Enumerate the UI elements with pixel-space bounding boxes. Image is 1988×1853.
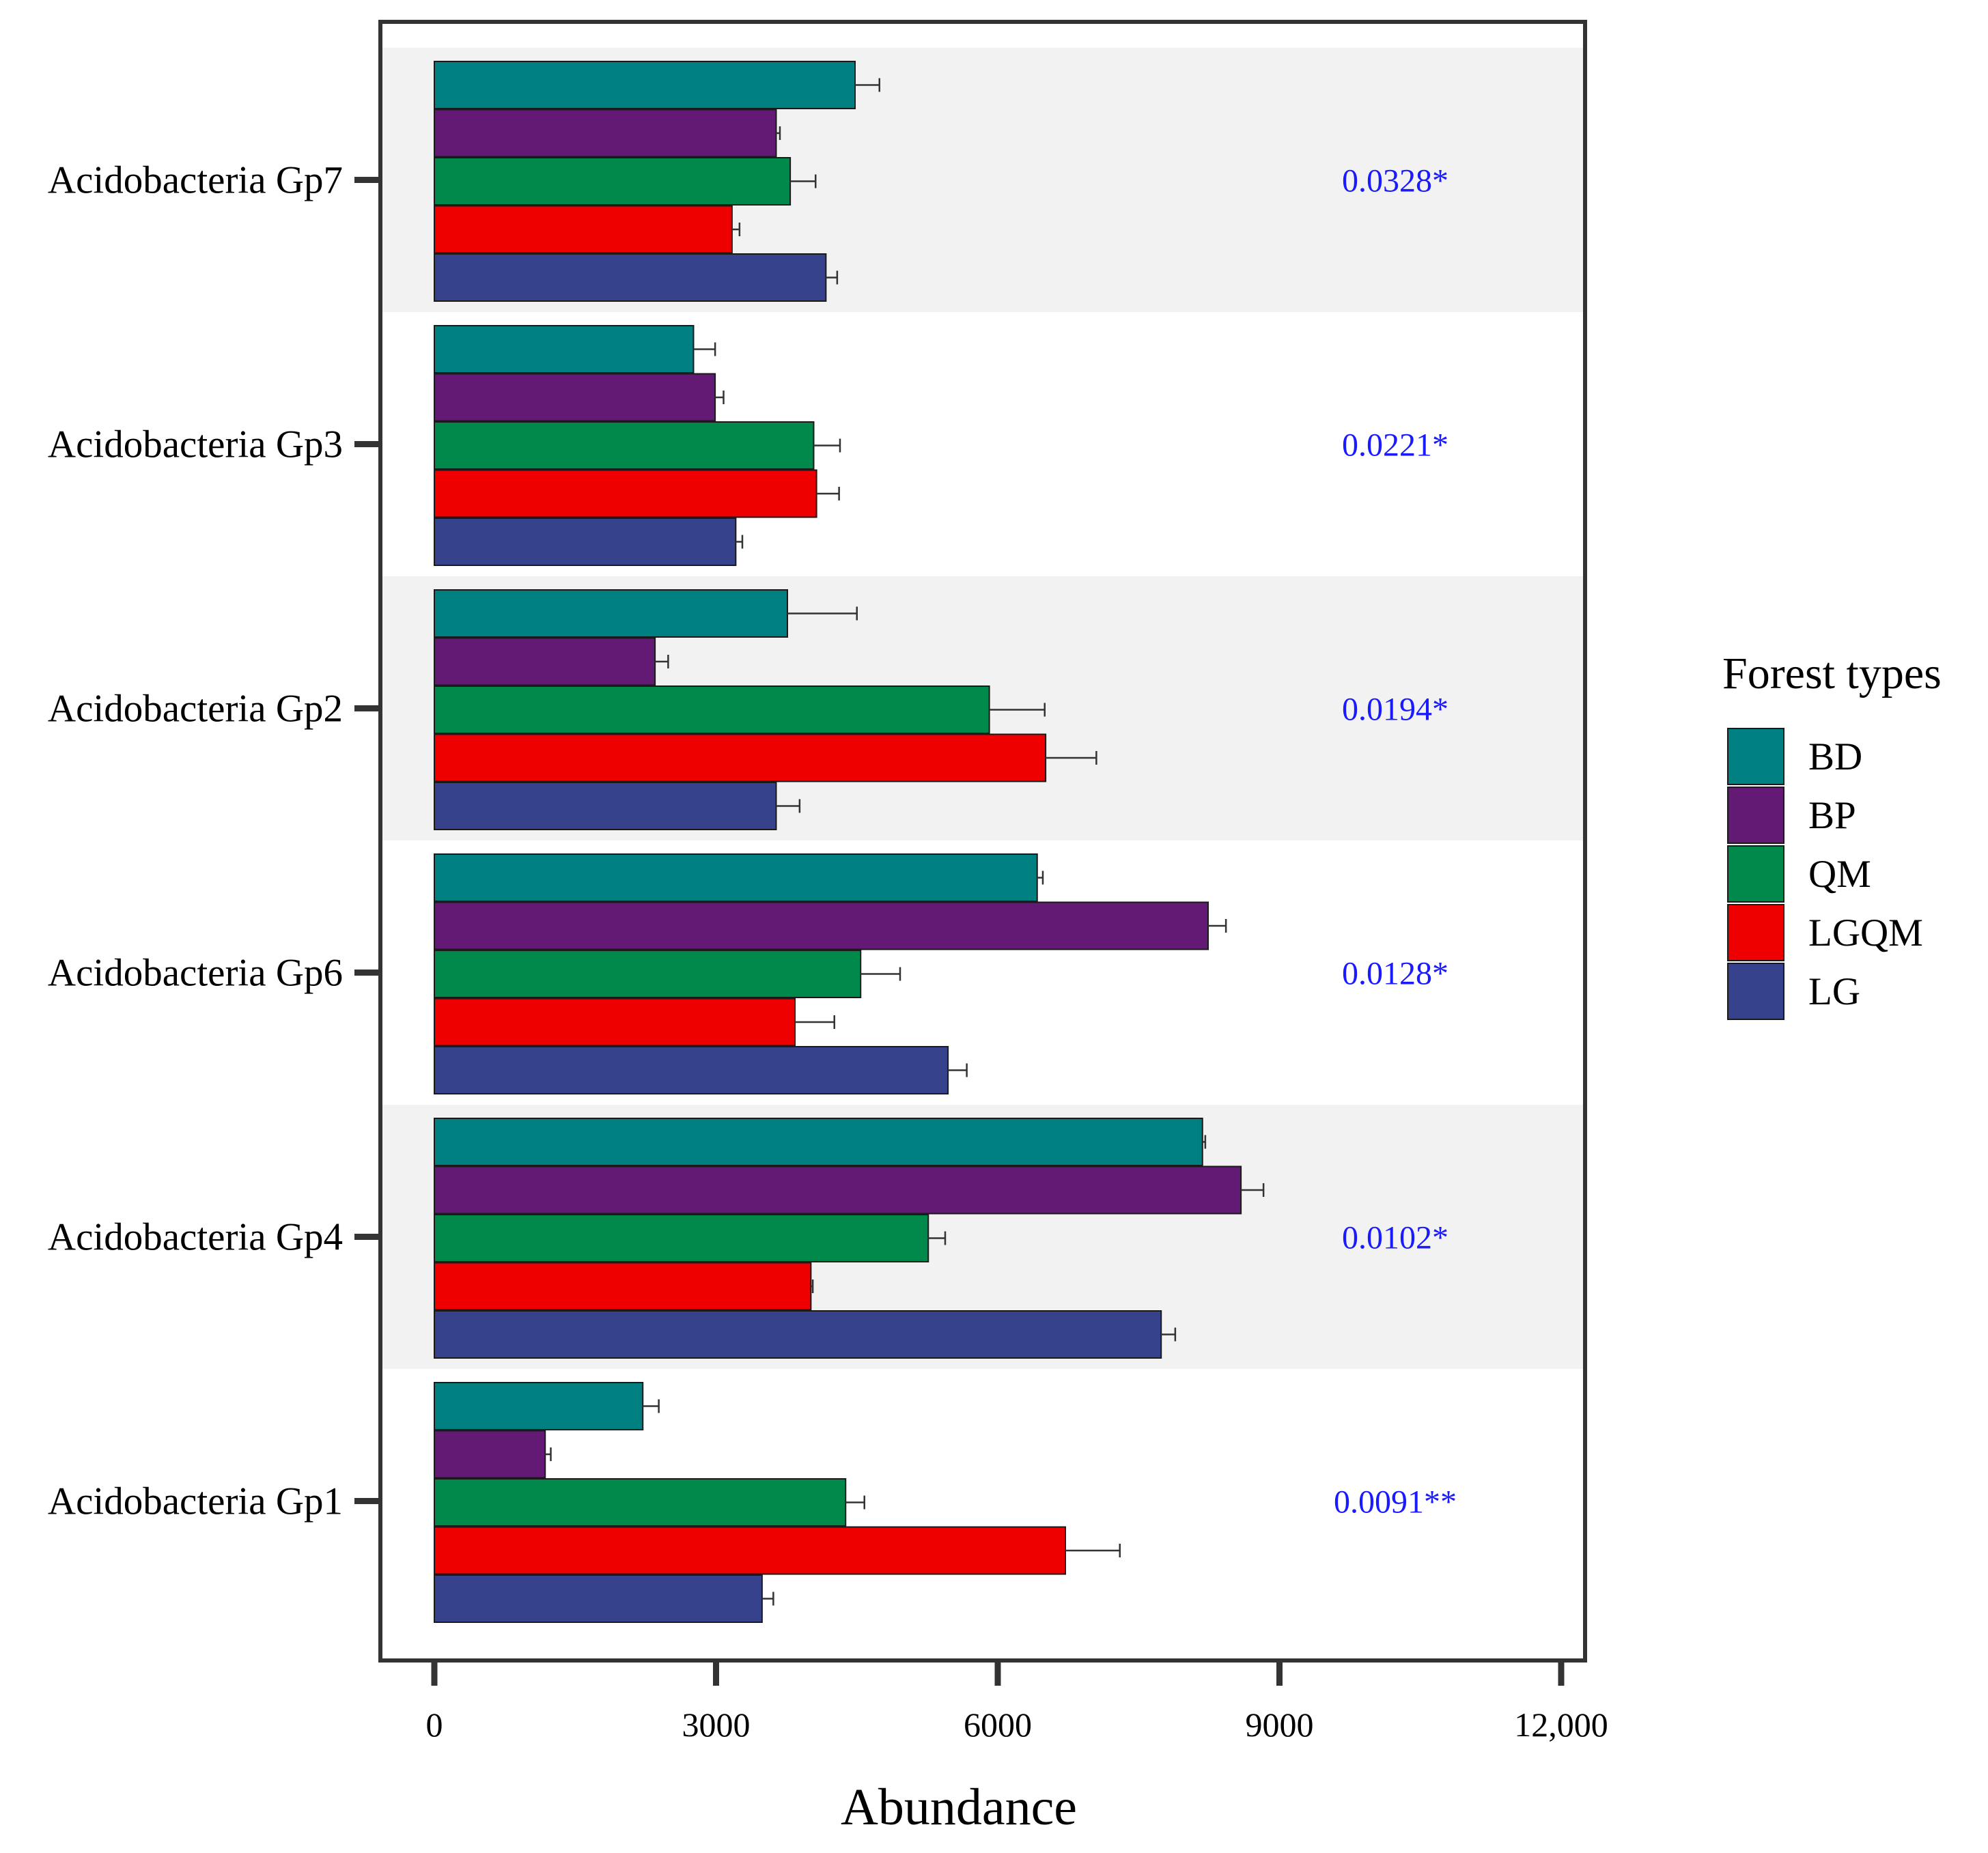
- bar-BP-g1: [434, 109, 777, 158]
- bar-QM-g4: [434, 950, 862, 998]
- y-tick-label-4: Acidobacteria Gp6: [48, 952, 343, 995]
- bar-BP-g4: [434, 901, 1209, 950]
- p-value-labels: 0.0328* 0.0221* 0.0194* 0.0128* 0.0102* 0.009…: [1334, 163, 1457, 1520]
- bar-BP-g6: [434, 1430, 546, 1479]
- bar-LGQM-g5: [434, 1262, 812, 1311]
- legend-title: Forest types: [1722, 649, 1942, 698]
- bar-BD-g2: [434, 325, 695, 373]
- bar-BP-g5: [434, 1165, 1242, 1215]
- bar-LG-g6: [434, 1574, 763, 1623]
- p-value-2: 0.0221*: [1342, 427, 1448, 464]
- x-tick-label-2: 3000: [682, 1706, 751, 1744]
- bar-LGQM-g4: [434, 998, 796, 1047]
- legend-swatch-QM: [1727, 845, 1784, 903]
- legend-label-LGQM: LGQM: [1808, 911, 1923, 954]
- legend-label-BD: BD: [1808, 735, 1862, 778]
- x-tick-label-3: 6000: [964, 1706, 1032, 1744]
- legend-swatch-LGQM: [1727, 904, 1784, 961]
- y-tick-label-5: Acidobacteria Gp4: [48, 1216, 343, 1259]
- legend-swatch-LG: [1727, 963, 1784, 1020]
- x-axis-title: Abundance: [841, 1779, 1077, 1836]
- x-tick-label-5: 12,000: [1514, 1706, 1608, 1744]
- y-tick-label-2: Acidobacteria Gp3: [48, 423, 343, 466]
- bar-LG-g4: [434, 1046, 949, 1094]
- y-tick-label-6: Acidobacteria Gp1: [48, 1480, 343, 1523]
- y-tick-label-3: Acidobacteria Gp2: [48, 688, 343, 731]
- bar-marks: [434, 61, 1265, 1623]
- bar-LG-g5: [434, 1310, 1162, 1359]
- bar-BP-g2: [434, 373, 716, 422]
- legend-label-LG: LG: [1808, 970, 1860, 1013]
- bar-BD-g3: [434, 589, 788, 638]
- bar-LG-g1: [434, 253, 827, 302]
- bar-BD-g5: [434, 1118, 1203, 1166]
- legend: Forest types BD BP QM LGQM LG: [1722, 649, 1942, 1020]
- bar-LGQM-g6: [434, 1526, 1066, 1575]
- bar-LGQM-g2: [434, 469, 817, 518]
- bar-QM-g5: [434, 1214, 929, 1262]
- bar-LG-g3: [434, 782, 777, 830]
- bar-QM-g1: [434, 157, 792, 206]
- bar-QM-g2: [434, 421, 815, 470]
- p-value-6: 0.0091**: [1334, 1484, 1457, 1520]
- legend-label-BP: BP: [1808, 794, 1856, 837]
- x-axis: 0 3000 6000 9000 12,000: [426, 1660, 1608, 1744]
- bar-QM-g3: [434, 685, 990, 734]
- bar-BD-g6: [434, 1382, 644, 1430]
- plot-frame: [378, 20, 1587, 1663]
- bar-BD-g1: [434, 61, 856, 109]
- y-tick-label-1: Acidobacteria Gp7: [48, 159, 343, 202]
- p-value-1: 0.0328*: [1342, 163, 1448, 199]
- bar-LG-g2: [434, 518, 737, 566]
- x-tick-label-4: 9000: [1246, 1706, 1314, 1744]
- bar-BD-g4: [434, 853, 1038, 902]
- x-tick-label-1: 0: [426, 1706, 443, 1744]
- legend-label-QM: QM: [1808, 853, 1871, 896]
- p-value-3: 0.0194*: [1342, 692, 1448, 728]
- p-value-5: 0.0102*: [1342, 1220, 1448, 1256]
- bar-LGQM-g1: [434, 205, 733, 254]
- legend-swatch-BP: [1727, 787, 1784, 844]
- bar-BP-g3: [434, 637, 656, 686]
- p-value-4: 0.0128*: [1342, 956, 1448, 992]
- y-axis: Acidobacteria Gp7 Acidobacteria Gp3 Acidob…: [48, 159, 380, 1523]
- legend-swatch-BD: [1727, 728, 1784, 785]
- bar-LGQM-g3: [434, 733, 1047, 782]
- bar-QM-g6: [434, 1478, 847, 1527]
